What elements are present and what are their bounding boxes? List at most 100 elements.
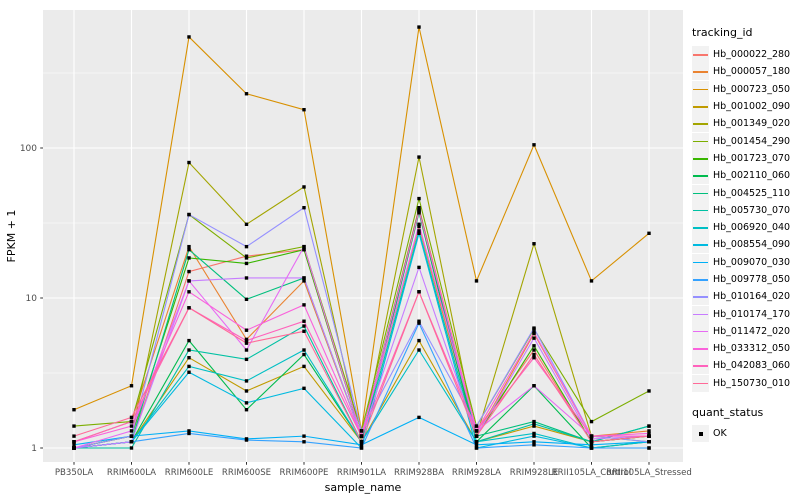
legend-item-Hb_004525_110: Hb_004525_110	[692, 184, 798, 202]
legend-item-label: Hb_001454_290	[713, 135, 791, 147]
legend-item-Hb_000057_180: Hb_000057_180	[692, 63, 798, 81]
data-point	[187, 338, 191, 343]
data-point	[244, 276, 249, 280]
data-point	[72, 434, 76, 438]
data-point	[187, 348, 191, 352]
legend-key-line-swatch	[692, 271, 709, 288]
data-point	[474, 446, 479, 450]
data-point	[129, 419, 134, 424]
data-point	[417, 25, 421, 29]
plot-panel: 1 10 100 PB350LA RRIM600LA RRIM600LE RRIM600SE…	[5, 10, 692, 494]
data-point	[187, 355, 191, 360]
data-point	[532, 326, 536, 330]
data-point	[474, 443, 479, 447]
x-tick-label: RRIM928LE	[510, 468, 559, 478]
data-point	[359, 440, 364, 444]
data-point	[417, 415, 421, 420]
legend-key-line-swatch	[692, 46, 709, 64]
data-point	[532, 336, 536, 340]
legend-key-line-swatch	[692, 219, 709, 237]
legend-item-label: Hb_010164_020	[713, 291, 791, 303]
legend-key-line-swatch	[692, 80, 709, 98]
data-point	[244, 328, 249, 332]
data-point	[244, 222, 249, 226]
legend-item-label: Hb_004525_110	[713, 187, 791, 199]
data-point	[302, 364, 306, 369]
data-point	[302, 205, 306, 210]
data-point	[302, 329, 306, 333]
data-point	[187, 256, 191, 260]
data-point	[244, 256, 249, 260]
data-point	[532, 434, 536, 438]
legend-item-Hb_011472_020: Hb_011472_020	[692, 322, 798, 340]
data-point	[187, 429, 191, 433]
data-point	[589, 437, 594, 441]
data-point	[474, 434, 479, 438]
y-tick-label: 100	[20, 144, 37, 154]
data-point	[187, 370, 191, 374]
legend-key-line-swatch	[692, 288, 709, 306]
data-point	[532, 348, 536, 352]
data-point	[589, 443, 594, 447]
data-point	[417, 229, 421, 233]
data-point	[244, 379, 249, 383]
legend-item-label: Hb_001349_020	[713, 118, 791, 130]
data-point	[589, 440, 594, 444]
legend-item-Hb_002110_060: Hb_002110_060	[692, 167, 798, 185]
legend-item-Hb_009070_030: Hb_009070_030	[692, 253, 798, 271]
legend-key-square-swatch	[692, 425, 709, 443]
x-tick-label: RRIM901LA	[337, 468, 386, 478]
legend-item-Hb_010174_170: Hb_010174_170	[692, 305, 798, 323]
data-point	[359, 434, 364, 438]
legend-item-Hb_009778_050: Hb_009778_050	[692, 271, 798, 288]
data-point	[302, 279, 306, 283]
quant-legend-item-label: OK	[713, 428, 727, 440]
x-tick-label: RRIM928LA	[452, 468, 501, 478]
legend-item-Hb_001454_290: Hb_001454_290	[692, 132, 798, 150]
data-point	[647, 431, 651, 436]
legend-items: Hb_000022_280 Hb_000057_180 Hb_000723_050 H…	[692, 46, 798, 392]
data-point	[244, 438, 249, 442]
data-point	[647, 434, 651, 438]
legend-item-label: Hb_005730_070	[713, 204, 791, 216]
x-tick-label: RRIM600SE	[222, 468, 271, 478]
y-axis-title: FPKM + 1	[5, 210, 18, 263]
data-point	[244, 389, 249, 393]
legend-item-label: Hb_000057_180	[713, 66, 791, 78]
data-point	[302, 440, 306, 444]
data-point	[532, 352, 536, 357]
legend-item-label: Hb_000022_280	[713, 49, 791, 61]
legend-item-label: Hb_006920_040	[713, 222, 791, 234]
x-tick-label: RRIM600LA	[107, 468, 156, 478]
data-point	[532, 242, 536, 246]
data-point	[302, 434, 306, 438]
data-point	[417, 290, 421, 294]
legend-item-label: Hb_042083_060	[713, 360, 791, 372]
legend-item-Hb_150730_010: Hb_150730_010	[692, 374, 798, 392]
data-point	[647, 231, 651, 235]
data-point	[589, 446, 594, 450]
data-point	[187, 35, 191, 39]
legend-item-Hb_042083_060: Hb_042083_060	[692, 357, 798, 375]
minor-gridlines	[43, 72, 683, 374]
y-tick-label: 1	[31, 444, 37, 454]
x-tick-label: RRII105LA_Stressed	[606, 468, 692, 478]
data-point	[417, 222, 421, 226]
data-point	[532, 431, 536, 436]
data-point	[129, 424, 134, 428]
data-point	[187, 212, 191, 217]
legend-key-line-swatch	[692, 305, 709, 323]
data-point	[302, 244, 306, 249]
data-point	[302, 247, 306, 252]
data-point	[302, 276, 306, 280]
data-point	[589, 279, 594, 283]
data-point	[244, 261, 249, 266]
legend-key-line-swatch	[692, 167, 709, 185]
data-point	[244, 341, 249, 345]
legend-item-label: Hb_150730_010	[713, 377, 791, 389]
data-point	[647, 389, 651, 393]
legend-item-label: Hb_002110_060	[713, 170, 791, 182]
y-tick-label: 10	[26, 294, 38, 304]
data-point	[417, 321, 421, 325]
data-point	[244, 244, 249, 249]
